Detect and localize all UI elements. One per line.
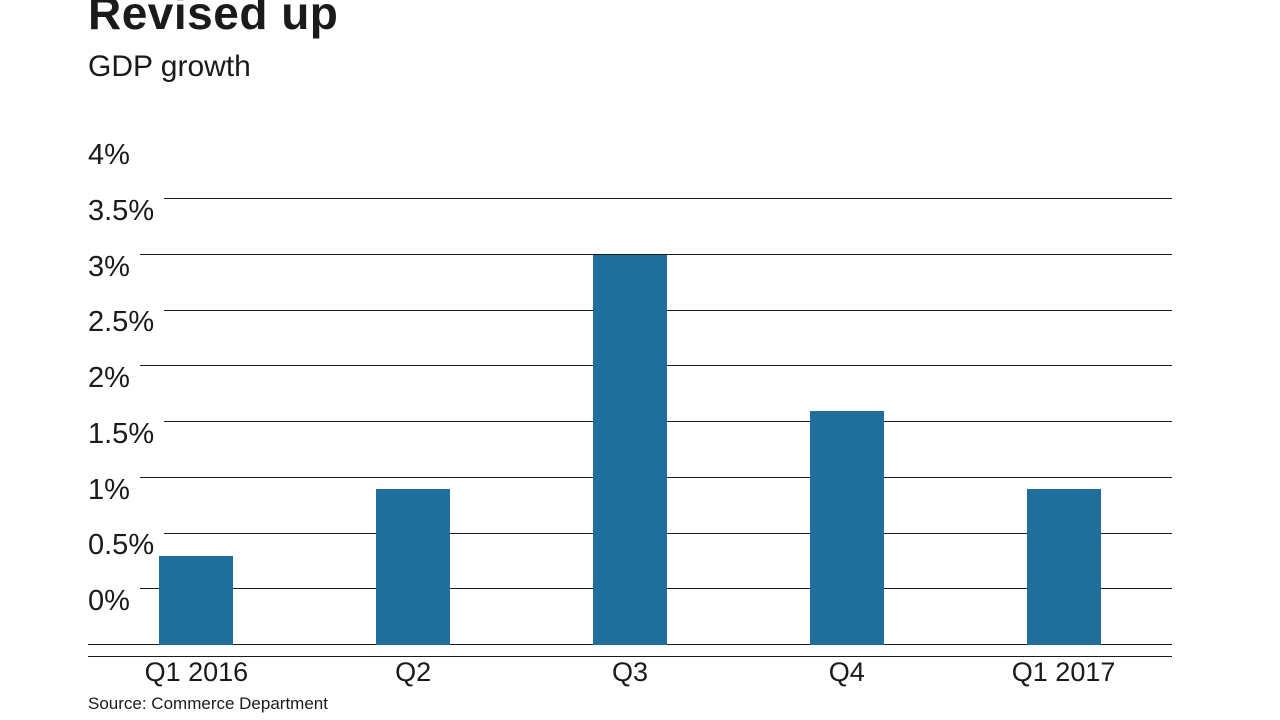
y-tick-label: 0%	[88, 587, 140, 616]
bar-q3	[592, 254, 667, 645]
gridline	[88, 198, 1172, 199]
bar-cell	[738, 199, 955, 645]
y-tick-label: 3.5%	[88, 196, 165, 226]
gridline	[88, 253, 1172, 255]
x-label-q1-2016: Q1 2016	[144, 657, 249, 687]
chart-header: Revised up GDP growth	[88, 0, 338, 84]
x-axis-labels: Q1 2016 Q2 Q3 Q4 Q1 2017	[88, 657, 1172, 688]
bar-q1-2017	[1026, 488, 1101, 645]
y-tick-label: 4%	[88, 141, 140, 170]
x-label-q2: Q2	[395, 657, 432, 687]
x-label-q1-2017: Q1 2017	[1011, 657, 1116, 687]
bar-cell	[305, 199, 522, 645]
bar-cell	[955, 199, 1172, 645]
y-tick-label: 3%	[88, 252, 140, 282]
bar-cell	[522, 199, 739, 645]
bars-container	[88, 199, 1172, 645]
bar-q2	[376, 488, 451, 645]
bar-q1-2016	[159, 555, 234, 645]
y-tick-label: 2%	[88, 364, 140, 393]
bar-q4	[809, 410, 884, 645]
chart-title: Revised up	[88, 0, 339, 39]
chart-subtitle: GDP growth	[88, 50, 251, 83]
bar-cell	[88, 199, 305, 645]
x-label-q4: Q4	[828, 657, 865, 687]
y-tick-label: 0.5%	[88, 531, 165, 561]
y-tick-label: 1.5%	[88, 419, 165, 449]
y-tick-label: 2.5%	[88, 308, 165, 338]
source-note: Source: Commerce Department	[88, 694, 328, 713]
y-tick-label: 1%	[88, 475, 140, 505]
plot-area: 4% 3.5% 3% 2.5% 2% 1.5% 1% 0.5% 0%	[88, 141, 1172, 657]
x-label-q3: Q3	[611, 657, 648, 687]
x-axis-line	[88, 656, 1172, 657]
